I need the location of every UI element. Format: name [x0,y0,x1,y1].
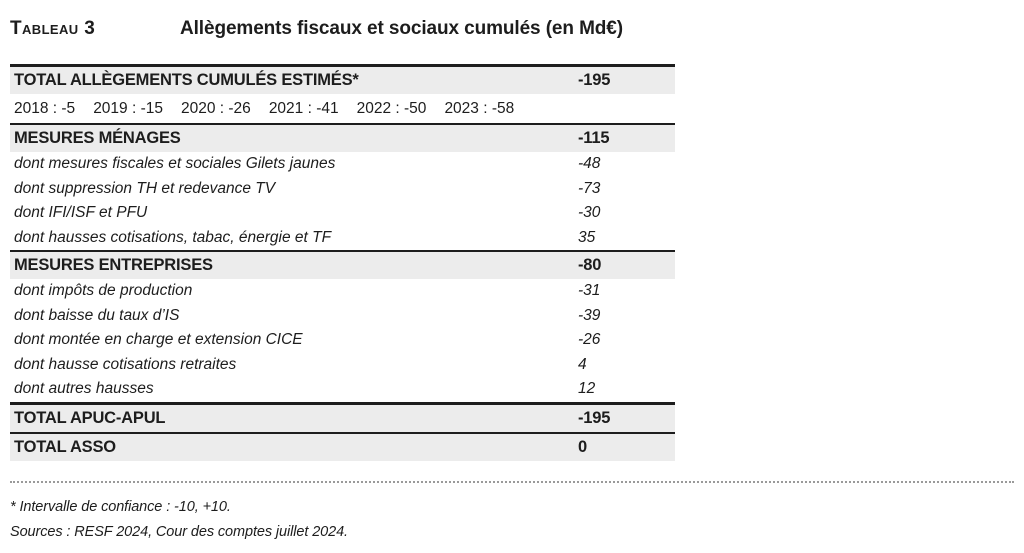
year-entry-2022: 2022 : -50 [356,99,427,117]
table-row-hausses-cotisations: dont hausses cotisations, tabac, énergie… [10,226,675,251]
row-value: -73 [578,179,601,197]
row-label: TOTAL ALLÈGEMENTS CUMULÉS ESTIMÉS* [14,71,359,89]
row-value: -80 [578,256,602,274]
table-caption: Tableau 3 Allègements fiscaux et sociaux… [10,18,1014,44]
table-row-yearly-detail: 2018 : -5 2019 : -15 2020 : -26 2021 : -… [10,94,675,123]
year-entry-2023: 2023 : -58 [444,99,515,117]
row-label: TOTAL ASSO [14,437,116,456]
row-label: dont IFI/ISF et PFU [14,204,148,222]
row-label: dont baisse du taux d’IS [14,306,180,324]
footnote-divider [10,480,1014,483]
row-value: -30 [578,204,601,222]
table-row-total-estime: TOTAL ALLÈGEMENTS CUMULÉS ESTIMÉS* -195 [10,67,675,94]
table-row-mesures-menages: MESURES MÉNAGES -115 [10,123,675,152]
row-label: MESURES MÉNAGES [14,129,181,147]
table-title: Allègements fiscaux et sociaux cumulés (… [180,18,623,39]
table-row-extension-cice: dont montée en charge et extension CICE … [10,328,675,353]
table-row-gilets-jaunes: dont mesures fiscales et sociales Gilets… [10,152,675,177]
row-label: MESURES ENTREPRISES [14,256,213,274]
footnote-sources: Sources : RESF 2024, Cour des comptes ju… [10,523,348,540]
row-value: -48 [578,155,601,173]
table-row-ifi-isf-pfu: dont IFI/ISF et PFU -30 [10,201,675,226]
allegements-table: TOTAL ALLÈGEMENTS CUMULÉS ESTIMÉS* -195 … [10,64,675,461]
row-value: -195 [578,408,611,427]
row-label: dont impôts de production [14,282,193,300]
year-entry-2019: 2019 : -15 [93,99,163,117]
row-value: -195 [578,71,611,89]
row-value: 4 [578,355,587,373]
row-label: dont suppression TH et redevance TV [14,179,276,197]
row-label: dont hausses cotisations, tabac, énergie… [14,228,332,246]
row-value: 0 [578,437,587,456]
row-value: -31 [578,282,601,300]
table-row-impots-production: dont impôts de production -31 [10,279,675,304]
footnotes-block: * Intervalle de confiance : -10, +10. So… [10,495,1014,545]
table-row-suppression-th: dont suppression TH et redevance TV -73 [10,177,675,202]
row-value: 35 [578,228,596,246]
table-row-mesures-entreprises: MESURES ENTREPRISES -80 [10,250,675,279]
row-value: -26 [578,331,601,349]
year-entry-2020: 2020 : -26 [181,99,251,117]
row-label: dont autres hausses [14,380,154,398]
row-label: TOTAL APUC-APUL [14,408,166,427]
row-label: dont montée en charge et extension CICE [14,331,303,349]
table-row-autres-hausses: dont autres hausses 12 [10,377,675,402]
row-value: -39 [578,306,601,324]
row-label: dont mesures fiscales et sociales Gilets… [14,155,336,173]
table-row-total-asso: TOTAL ASSO 0 [10,431,675,461]
year-entry-2021: 2021 : -41 [268,99,339,117]
table-row-baisse-taux-is: dont baisse du taux d’IS -39 [10,304,675,329]
row-value: 12 [578,380,596,398]
row-label: dont hausse cotisations retraites [14,355,237,373]
year-entry-2018: 2018 : -5 [14,99,76,117]
table-row-cotisations-retraites: dont hausse cotisations retraites 4 [10,353,675,378]
table-row-total-apuc-apul: TOTAL APUC-APUL -195 [10,401,675,432]
table-number-label: Tableau 3 [10,18,96,39]
footnote-confidence: * Intervalle de confiance : -10, +10. [10,498,231,515]
row-value: -115 [578,129,610,147]
